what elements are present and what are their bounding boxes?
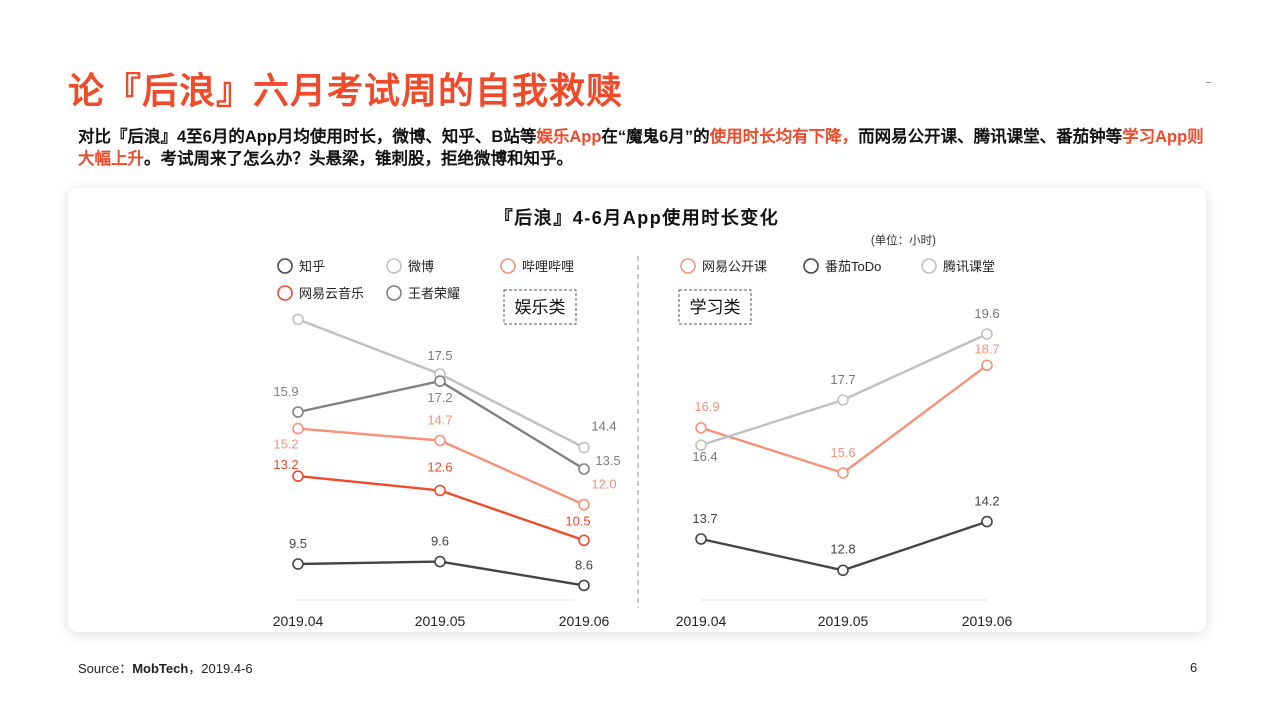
data-point-0-4-1 [434, 375, 446, 387]
data-label-1-0-1: 15.6 [830, 445, 855, 460]
data-point-0-3-2 [578, 534, 590, 547]
data-point-0-1-2 [578, 441, 590, 454]
data-point-0-2-2 [578, 498, 590, 511]
data-label-1-1-2: 14.2 [974, 494, 999, 509]
legend-label-0-0: 知乎 [299, 259, 325, 274]
data-label-0-4-1: 17.2 [427, 390, 452, 405]
intro-highlight-entertainment: 娱乐App [536, 128, 602, 146]
data-label-1-2-1: 17.7 [830, 372, 855, 387]
data-label-1-2-2: 19.6 [974, 306, 999, 321]
data-label-0-2-1: 14.7 [427, 413, 452, 428]
x-tick-label-0-0: 2019.04 [273, 613, 324, 629]
data-label-0-0-1: 9.6 [431, 534, 449, 549]
panel-tag-label-0: 娱乐类 [515, 298, 566, 317]
data-label-0-3-0: 13.2 [273, 457, 298, 472]
data-point-1-0-1 [837, 467, 849, 479]
source-prefix: Source： [78, 661, 133, 676]
data-label-0-2-2: 12.0 [591, 477, 616, 492]
data-point-1-1-0 [695, 533, 707, 545]
data-label-1-1-1: 12.8 [830, 541, 855, 556]
chart-card: 『后浪』4-6月App使用时长变化 (单位：小时) 娱乐类 2019.04 2019.0… [68, 188, 1206, 632]
data-point-1-2-1 [837, 394, 849, 406]
panel-tag-label-1: 学习类 [690, 298, 741, 317]
source-note: Source：MobTech，2019.4-6 [78, 658, 253, 677]
legend-label-1-1: 番茄ToDo [825, 259, 881, 274]
data-point-1-1-1 [837, 564, 849, 577]
legend-marker-0-0 [277, 258, 293, 274]
data-point-0-4-2 [578, 463, 590, 475]
intro-highlight-learning: 学习App则大幅上升 [78, 128, 1204, 168]
legend-marker-0-4 [386, 285, 402, 301]
data-label-0-2-0: 15.2 [273, 437, 298, 452]
intro-text-2: 在“魔鬼6月”的 [601, 128, 710, 146]
panel-tag-box-0 [503, 289, 577, 325]
source-name: MobTech [132, 661, 189, 676]
data-point-0-2-1 [434, 434, 446, 447]
data-point-1-0-2 [981, 359, 993, 372]
data-point-0-2-0 [292, 422, 304, 435]
data-point-1-1-2 [981, 515, 993, 528]
series-line-1-2 [700, 332, 988, 447]
data-label-1-0-2: 18.7 [974, 341, 999, 356]
intro-text-1: 对比『后浪』4至6月的App月均使用时长，微博、知乎、B站等 [78, 128, 537, 146]
x-tick-label-1-2: 2019.06 [962, 613, 1013, 629]
data-point-0-0-1 [434, 555, 446, 568]
panel-tag-box-1 [678, 289, 752, 325]
chart-svg: 『后浪』4-6月App使用时长变化 (单位：小时) 娱乐类 2019.04 2019.0… [273, 207, 1013, 629]
data-label-0-1-1: 17.5 [427, 348, 452, 363]
data-label-1-0-0: 16.9 [694, 399, 719, 414]
legend-label-0-1: 微博 [408, 259, 434, 274]
data-point-0-0-0 [292, 558, 304, 570]
data-point-1-0-0 [695, 422, 707, 434]
slide-title: 论『后浪』六月考试周的自我救赎 [68, 70, 624, 111]
legend-label-0-3: 网易云音乐 [299, 286, 364, 301]
data-point-0-1-0 [292, 313, 304, 326]
data-label-0-0-0: 9.5 [289, 536, 307, 551]
data-label-0-4-0: 15.9 [273, 384, 298, 399]
legend-marker-0-1 [386, 258, 402, 274]
page-number: 6 [1190, 660, 1198, 675]
intro-paragraph: 对比『后浪』4至6月的App月均使用时长，微博、知乎、B站等娱乐App在“魔鬼6… [78, 126, 1208, 170]
data-point-0-3-0 [292, 470, 304, 482]
legend-label-1-2: 腾讯课堂 [943, 259, 995, 274]
data-label-0-3-2: 10.5 [565, 513, 590, 528]
intro-highlight-decline: 使用时长均有下降， [709, 128, 859, 146]
data-label-1-1-0: 13.7 [692, 511, 717, 526]
chart-title: 『后浪』4-6月App使用时长变化 [495, 207, 780, 228]
legend-marker-0-3 [277, 285, 293, 301]
intro-text-3: 而网易公开课、腾讯课堂、番茄钟等 [858, 128, 1123, 146]
data-label-1-2-0: 16.4 [692, 449, 717, 464]
data-label-0-4-2: 13.5 [595, 453, 620, 468]
legend-label-1-0: 网易公开课 [702, 259, 767, 274]
data-point-1-2-0 [695, 439, 707, 452]
intro-text-4: 。考试周来了怎么办？头悬梁，锥刺股，拒绝微博和知乎。 [144, 150, 573, 168]
x-tick-label-0-1: 2019.05 [415, 613, 466, 629]
legend-marker-0-2 [500, 258, 516, 274]
legend-marker-1-2 [921, 258, 937, 274]
data-label-0-0-2: 8.6 [575, 557, 593, 572]
legend-marker-1-0 [680, 258, 696, 274]
x-tick-label-1-0: 2019.04 [676, 613, 727, 629]
data-point-1-2-2 [981, 328, 993, 340]
x-tick-label-0-2: 2019.06 [559, 613, 610, 629]
data-point-0-4-0 [292, 406, 304, 418]
legend-label-0-2: 哔哩哔哩 [522, 259, 574, 274]
chart-unit-note: (单位：小时) [871, 233, 936, 247]
x-tick-label-1-1: 2019.05 [818, 613, 869, 629]
data-point-0-3-1 [434, 484, 446, 497]
decorative-tick [1206, 82, 1211, 83]
data-label-0-3-1: 12.6 [427, 459, 452, 474]
legend-marker-1-1 [803, 258, 819, 274]
source-suffix: ，2019.4-6 [188, 661, 253, 676]
legend-label-0-4: 王者荣耀 [408, 286, 460, 301]
data-point-0-0-2 [578, 579, 590, 592]
data-label-0-1-2: 14.4 [591, 419, 616, 434]
